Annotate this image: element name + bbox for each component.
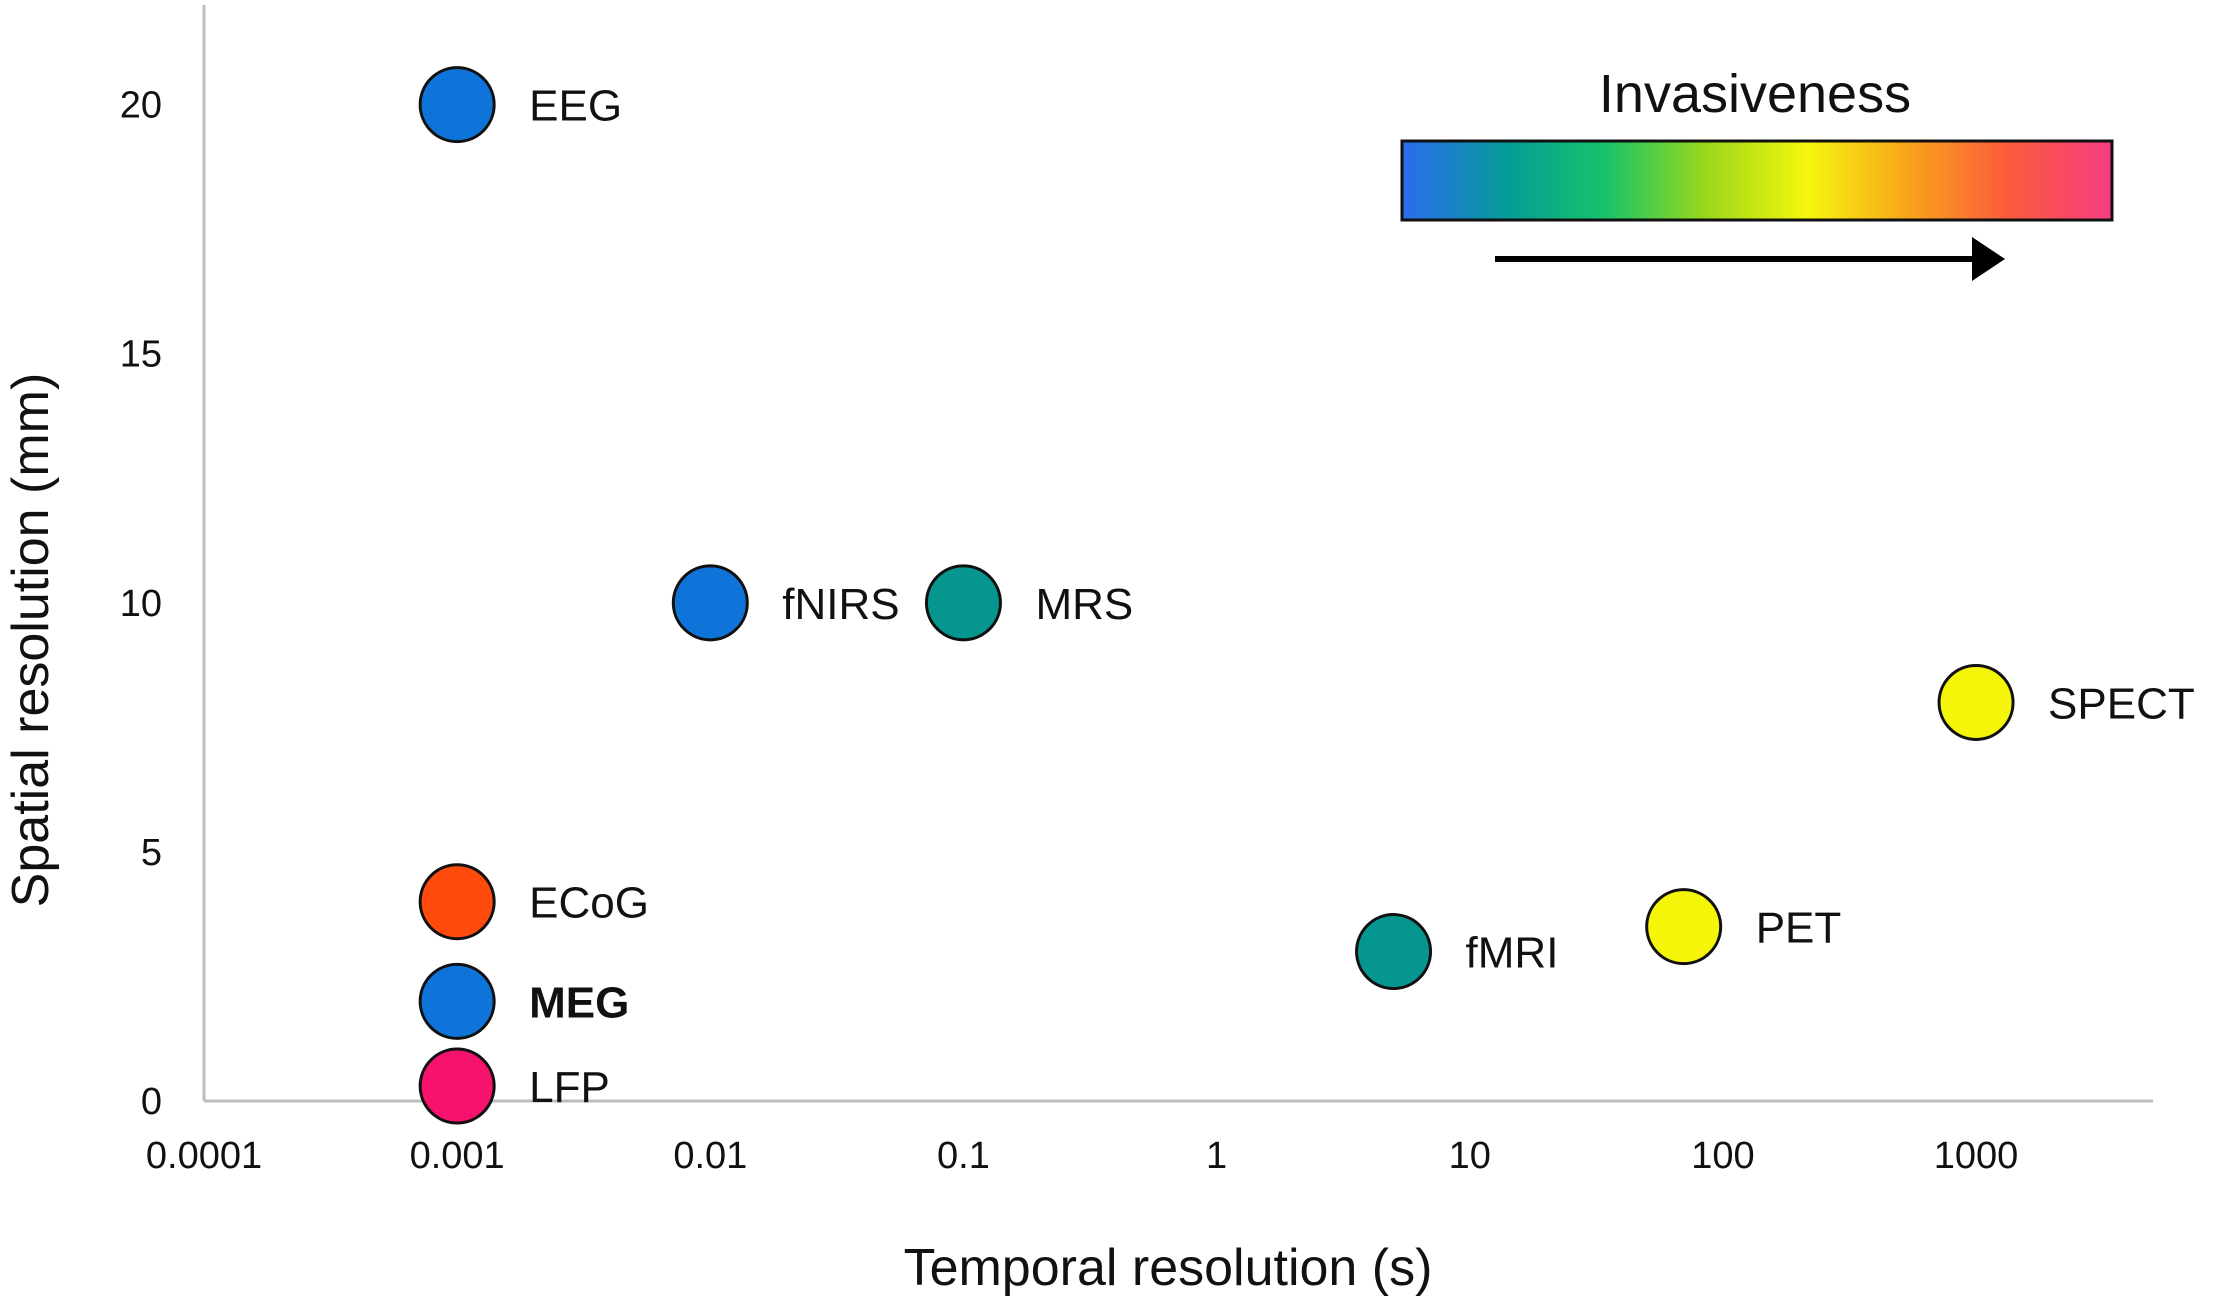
- y-tick-label: 5: [141, 832, 162, 874]
- x-tick-label: 0.0001: [146, 1135, 262, 1177]
- data-points: EEG fNIRS MRS SPECT ECoG PET fMRI MEG LFP: [418, 66, 2195, 1125]
- invasiveness-gradient-bar: [1400, 139, 2114, 222]
- point-marker: [418, 1047, 496, 1125]
- point-label: MEG: [529, 978, 629, 1027]
- point-label: MRS: [1035, 580, 1133, 629]
- data-point-meg: MEG: [418, 962, 629, 1040]
- data-point-fnirs: fNIRS: [671, 564, 900, 642]
- point-label: fMRI: [1466, 929, 1559, 978]
- point-label: PET: [1756, 904, 1842, 953]
- x-axis-title: Temporal resolution (s): [904, 1239, 1433, 1297]
- point-marker: [418, 962, 496, 1040]
- data-point-pet: PET: [1645, 888, 1842, 966]
- data-point-mrs: MRS: [924, 564, 1133, 642]
- point-label: ECoG: [529, 879, 649, 928]
- point-marker: [1355, 913, 1433, 991]
- point-marker: [924, 564, 1002, 642]
- data-point-ecog: ECoG: [418, 863, 649, 941]
- y-axis-title: Spatial resolution (mm): [2, 373, 60, 908]
- point-marker: [418, 863, 496, 941]
- x-tick-label: 0.01: [673, 1135, 747, 1177]
- x-tick-label: 0.001: [410, 1135, 505, 1177]
- x-tick-label: 1: [1206, 1135, 1227, 1177]
- point-marker: [1645, 888, 1723, 966]
- legend-arrow-head-icon: [1972, 237, 2005, 281]
- x-tick-label: 10: [1449, 1135, 1491, 1177]
- point-label: SPECT: [2048, 679, 2195, 728]
- data-point-fmri: fMRI: [1355, 913, 1559, 991]
- point-marker: [418, 66, 496, 144]
- data-point-lfp: LFP: [418, 1047, 610, 1125]
- y-tick-labels: 0 5 10 15 20: [120, 85, 162, 1123]
- invasiveness-legend: Invasiveness: [1400, 64, 2114, 281]
- point-marker: [1937, 663, 2015, 741]
- y-tick-label: 20: [120, 85, 162, 127]
- y-tick-label: 10: [120, 583, 162, 625]
- x-tick-label: 0.1: [937, 1135, 990, 1177]
- x-tick-label: 100: [1691, 1135, 1754, 1177]
- legend-title: Invasiveness: [1599, 64, 1911, 124]
- data-point-eeg: EEG: [418, 66, 622, 144]
- point-label: EEG: [529, 82, 622, 131]
- x-tick-label: 1000: [1934, 1135, 2019, 1177]
- y-tick-label: 0: [141, 1081, 162, 1123]
- point-label: LFP: [529, 1063, 610, 1112]
- data-point-spect: SPECT: [1937, 663, 2195, 741]
- y-tick-label: 15: [120, 334, 162, 376]
- point-label: fNIRS: [782, 580, 899, 629]
- point-marker: [671, 564, 749, 642]
- x-tick-labels: 0.0001 0.001 0.01 0.1 1 10 100 1000: [146, 1135, 2018, 1177]
